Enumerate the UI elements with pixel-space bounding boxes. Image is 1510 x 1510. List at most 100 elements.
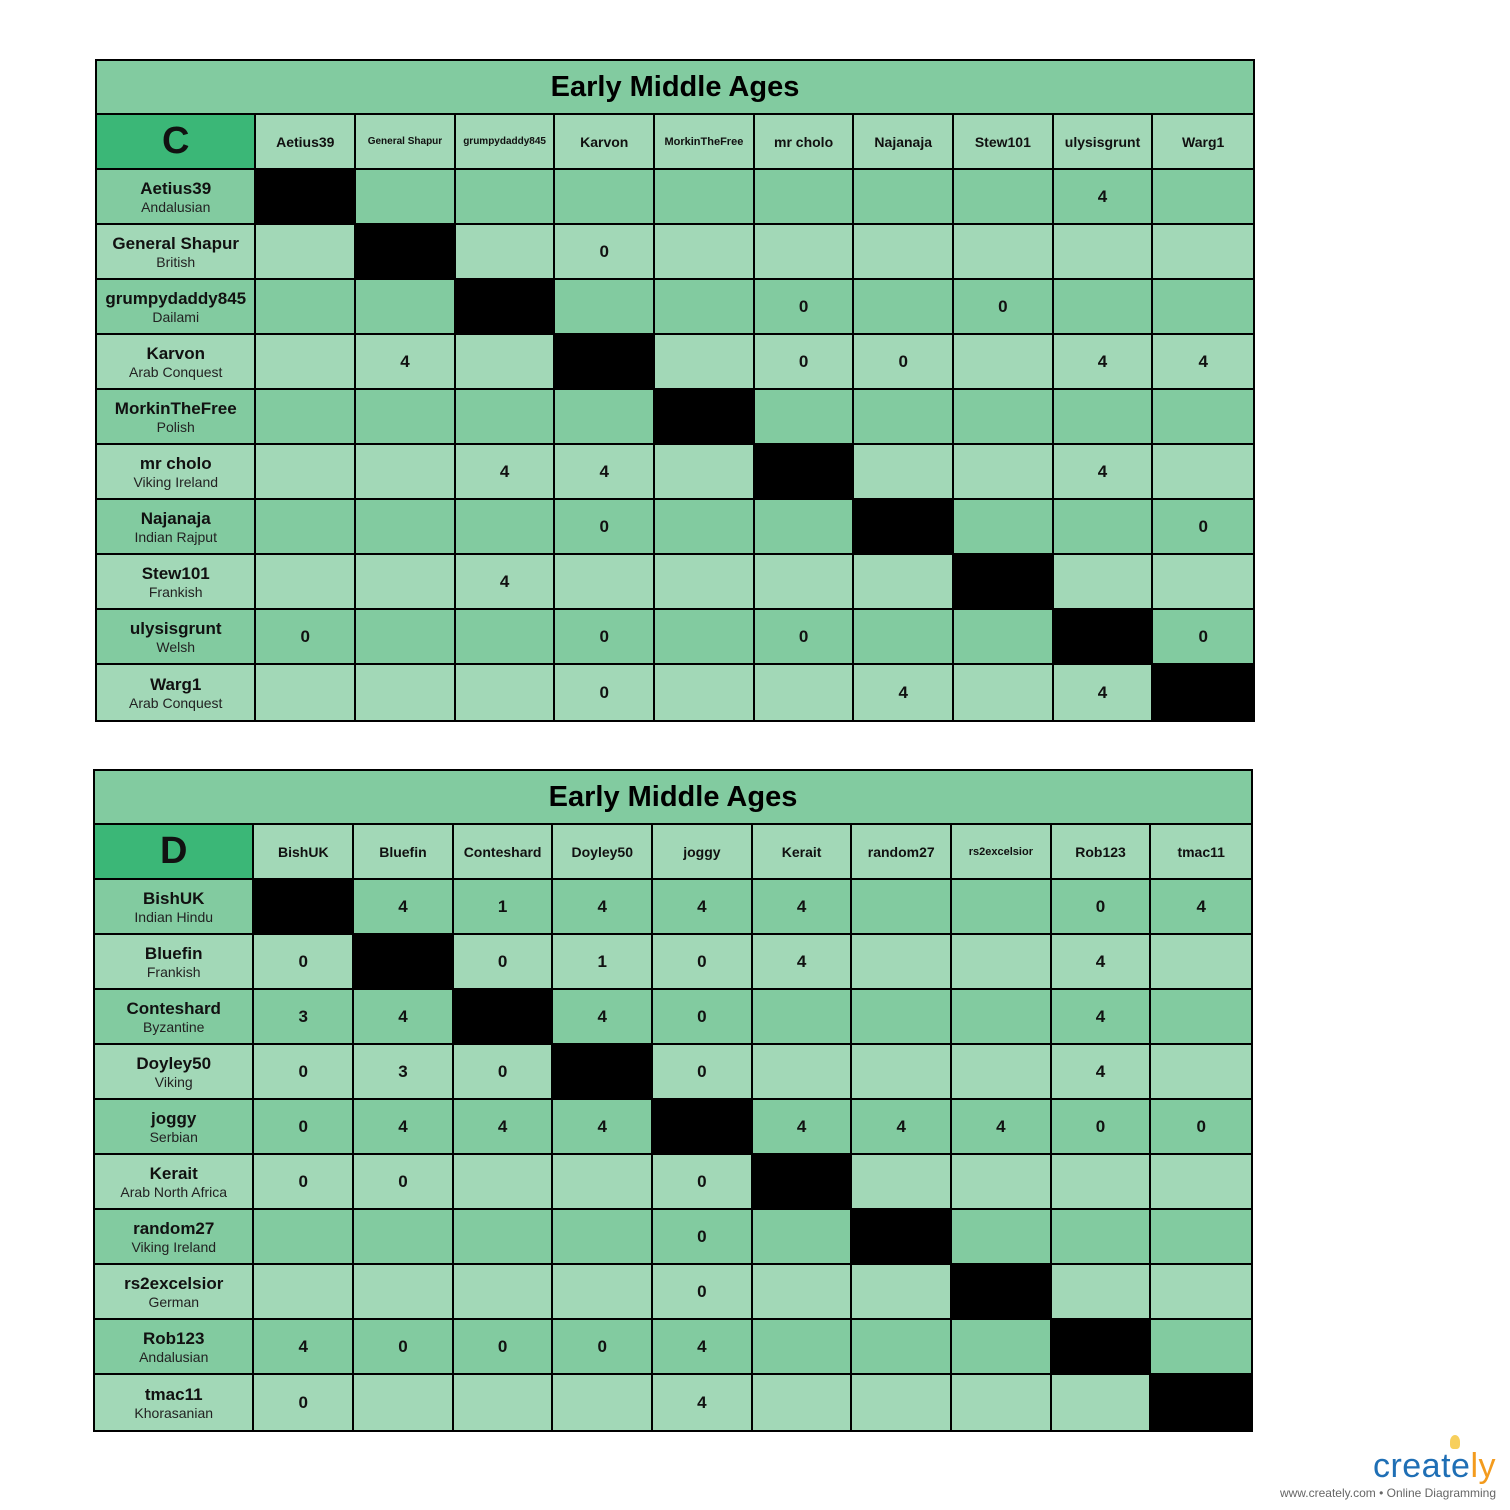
score-cell — [356, 555, 456, 610]
score-cell: 4 — [354, 990, 454, 1045]
score-cell: 0 — [354, 1155, 454, 1210]
score-cell: 4 — [1053, 170, 1154, 225]
diagonal-cell — [655, 390, 755, 445]
score-cell — [455, 390, 556, 445]
diagonal-cell — [1153, 665, 1254, 720]
score-cell: 4 — [354, 1100, 454, 1155]
score-cell — [453, 1375, 554, 1430]
table-row: Stew101 Frankish 4 — [97, 555, 1254, 610]
column-header: mr cholo — [754, 115, 855, 170]
score-cell — [952, 1045, 1052, 1100]
score-cell — [254, 1265, 355, 1320]
score-cell — [752, 1320, 853, 1375]
score-cell: 1 — [553, 935, 654, 990]
column-header: Karvon — [555, 115, 656, 170]
score-cell — [1053, 500, 1154, 555]
score-cell — [954, 390, 1054, 445]
score-cell: 0 — [1153, 610, 1254, 665]
score-cell — [453, 1265, 554, 1320]
score-cell: 0 — [754, 335, 855, 390]
score-cell: 4 — [1053, 335, 1154, 390]
score-cell — [553, 1210, 654, 1265]
row-label: Conteshard Byzantine — [95, 990, 255, 1045]
score-cell — [1151, 1265, 1252, 1320]
score-cell: 4 — [1053, 445, 1154, 500]
score-cell — [254, 1210, 355, 1265]
score-cell — [852, 1375, 953, 1430]
column-header: Najanaja — [854, 115, 955, 170]
score-cell — [555, 170, 656, 225]
row-label: Rob123 Andalusian — [95, 1320, 255, 1375]
civilization: Viking — [154, 1073, 193, 1090]
civilization: Serbian — [149, 1128, 198, 1145]
score-cell — [555, 390, 656, 445]
civilization: Byzantine — [142, 1018, 205, 1035]
civilization: Welsh — [156, 638, 196, 655]
score-cell: 0 — [1051, 1100, 1152, 1155]
diagonal-cell — [653, 1100, 753, 1155]
score-cell — [1051, 1375, 1152, 1430]
player-name: Bluefin — [144, 943, 203, 963]
score-cell — [555, 555, 656, 610]
civilization: Viking Ireland — [131, 1238, 217, 1255]
column-header: General Shapur — [356, 115, 456, 170]
score-cell — [1153, 390, 1254, 445]
column-header: BishUK — [254, 825, 355, 880]
score-cell — [952, 1155, 1052, 1210]
score-cell — [1153, 280, 1254, 335]
diagonal-cell — [854, 500, 955, 555]
row-label: MorkinTheFree Polish — [97, 390, 257, 445]
row-label: tmac11 Khorasanian — [95, 1375, 255, 1430]
player-name: MorkinTheFree — [114, 398, 237, 418]
score-cell: 4 — [455, 445, 556, 500]
score-cell: 4 — [356, 335, 456, 390]
score-cell: 4 — [952, 1100, 1052, 1155]
diagonal-cell — [555, 335, 656, 390]
civilization: Andalusian — [139, 1348, 209, 1365]
row-label: grumpydaddy845 Dailami — [97, 280, 257, 335]
score-cell: 4 — [752, 880, 853, 935]
score-cell: 3 — [354, 1045, 454, 1100]
civilization: German — [148, 1293, 200, 1310]
score-cell — [1153, 445, 1254, 500]
score-cell — [455, 610, 556, 665]
score-cell — [256, 665, 357, 720]
score-cell — [256, 555, 357, 610]
score-cell — [256, 445, 357, 500]
diagonal-cell — [453, 990, 554, 1045]
diagonal-cell — [754, 445, 855, 500]
column-header: Warg1 — [1153, 115, 1254, 170]
row-label: Aetius39 Andalusian — [97, 170, 257, 225]
diagonal-cell — [256, 170, 357, 225]
table-row: grumpydaddy845 Dailami 0 0 — [97, 280, 1254, 335]
score-cell — [354, 1265, 454, 1320]
score-cell — [256, 500, 357, 555]
player-name: grumpydaddy845 — [105, 288, 247, 308]
row-label: rs2excelsior German — [95, 1265, 255, 1320]
column-header: ulysisgrunt — [1053, 115, 1154, 170]
lightbulb-icon — [1450, 1435, 1460, 1449]
score-cell — [852, 880, 953, 935]
score-cell: 4 — [653, 880, 753, 935]
score-cell — [952, 990, 1052, 1045]
score-cell — [655, 335, 755, 390]
score-cell: 0 — [854, 335, 955, 390]
score-cell — [1053, 555, 1154, 610]
score-cell — [1051, 1265, 1152, 1320]
table-row: BishUK Indian Hindu 4 1 4 4 4 0 4 — [95, 880, 1252, 935]
column-header: Stew101 — [954, 115, 1054, 170]
score-cell — [852, 1155, 953, 1210]
score-cell — [354, 1210, 454, 1265]
player-name: tmac11 — [144, 1384, 203, 1404]
diagonal-cell — [356, 225, 456, 280]
score-cell — [754, 225, 855, 280]
score-cell: 0 — [754, 610, 855, 665]
score-cell: 4 — [1051, 990, 1152, 1045]
group-label: C — [97, 115, 257, 170]
matrix-table-c: Early Middle Ages C Aetius39 General Shapur… — [95, 59, 1255, 722]
civilization: Viking Ireland — [133, 473, 219, 490]
score-cell: 3 — [254, 990, 355, 1045]
header-row: D BishUK Bluefin Conteshard Doyley50 joggy Ker… — [95, 825, 1252, 880]
score-cell: 0 — [555, 610, 656, 665]
civilization: Indian Hindu — [134, 908, 214, 925]
